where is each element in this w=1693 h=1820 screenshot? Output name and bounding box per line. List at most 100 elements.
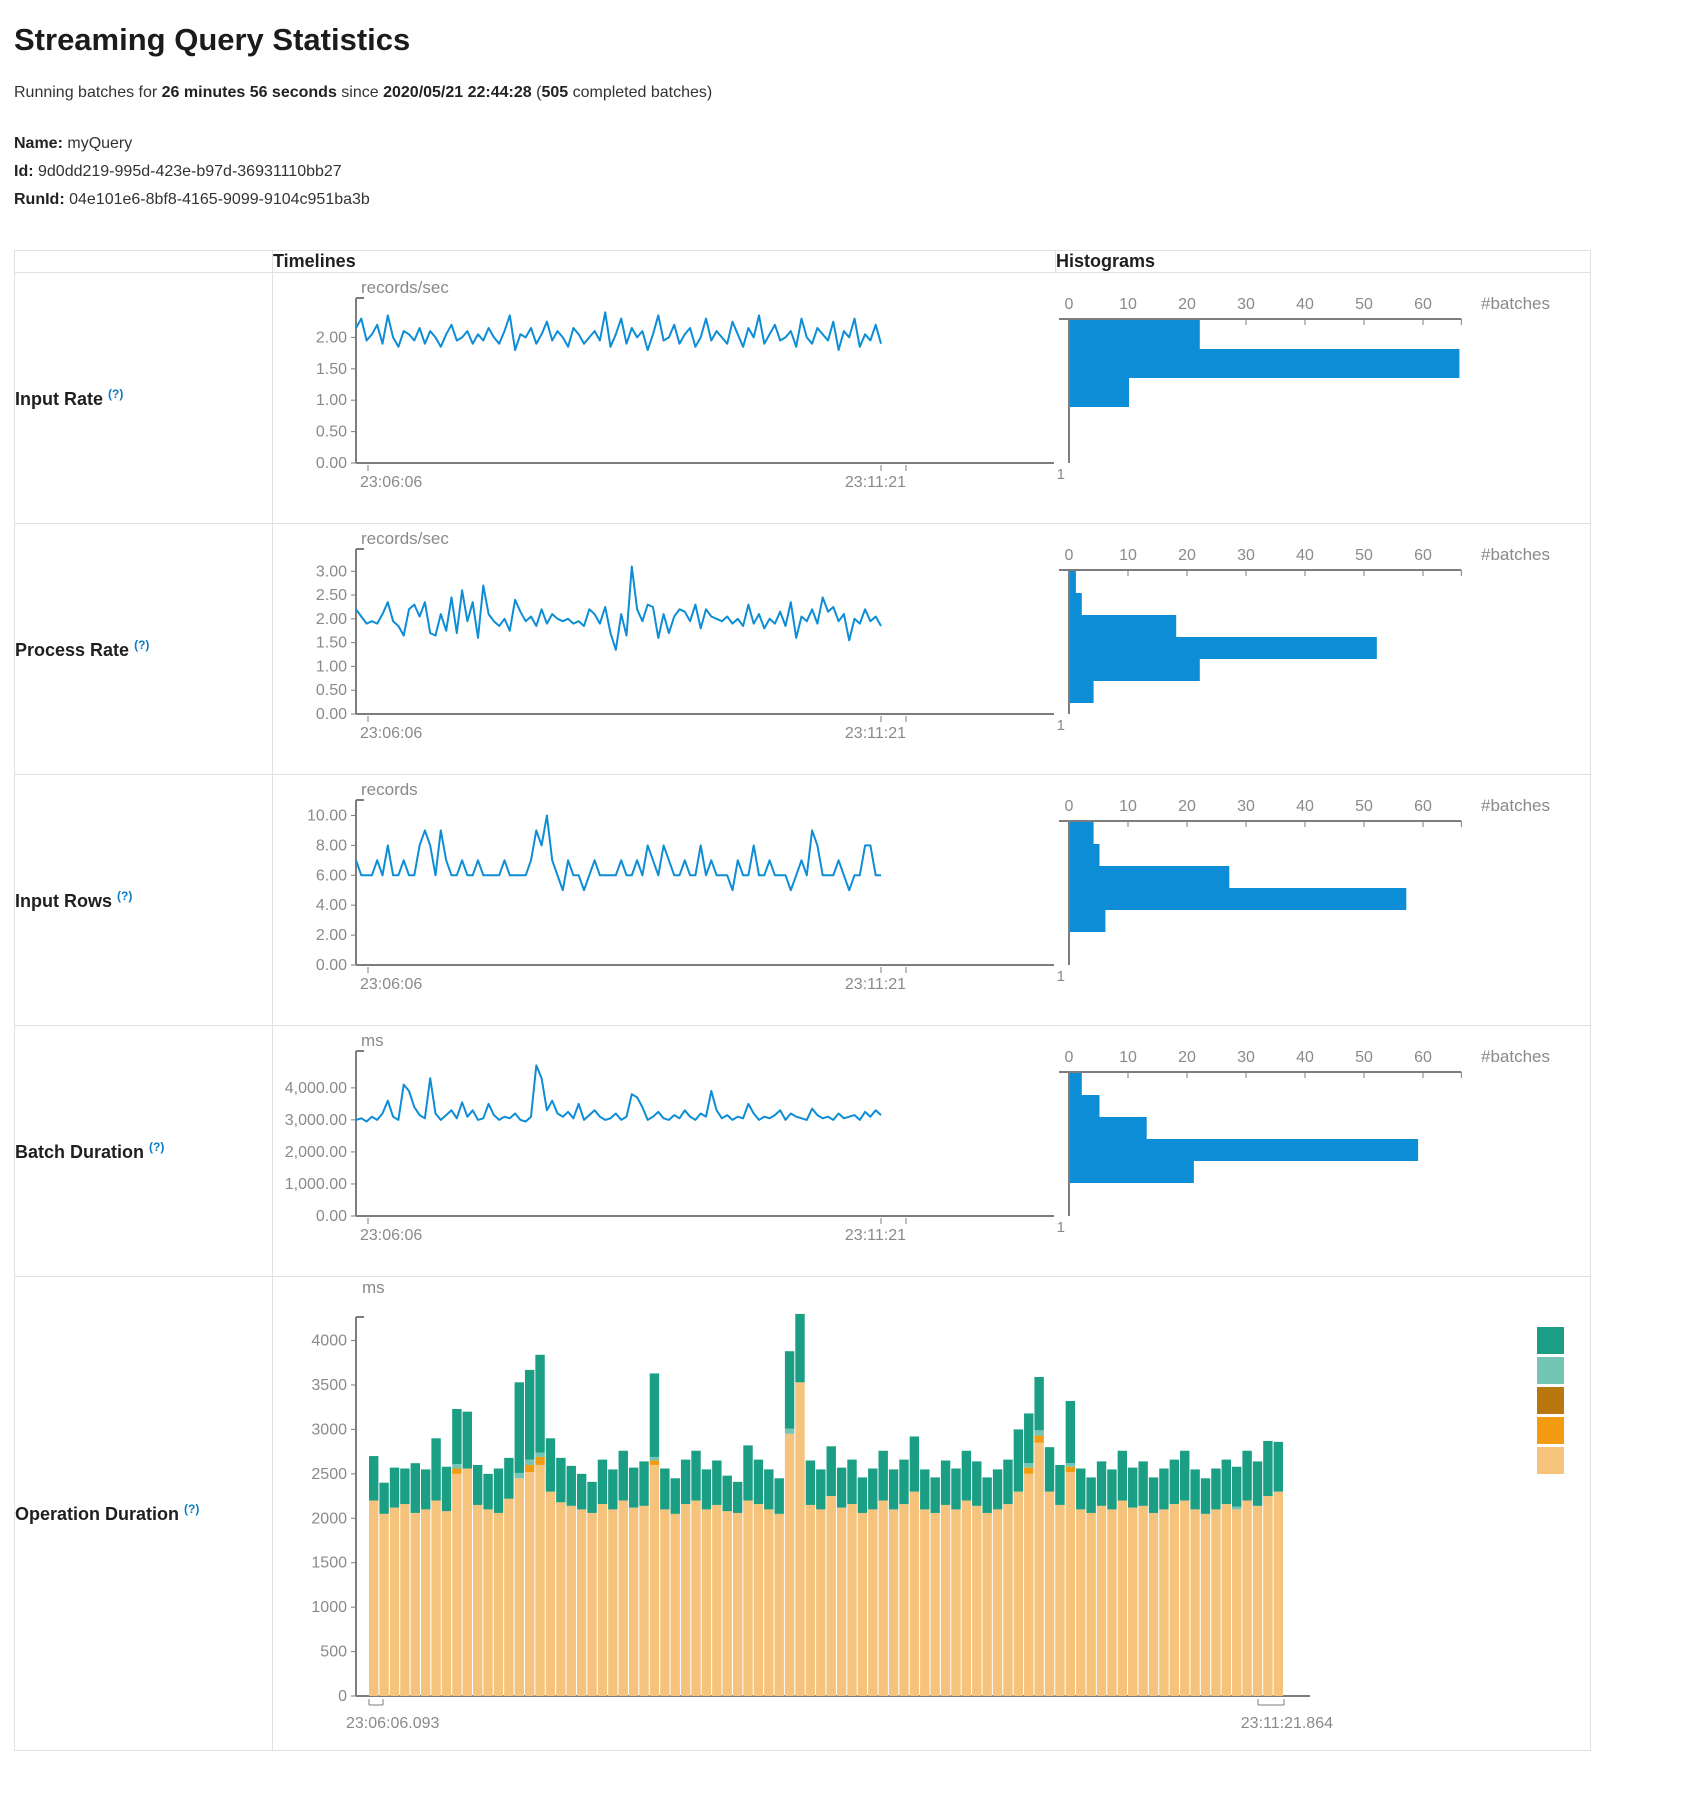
svg-text:4,000.00: 4,000.00: [285, 1080, 347, 1097]
table-row: Input Rate (?) records/sec 0.00 0.50 1.00 1.5…: [14, 272, 1591, 524]
legend-swatch: [1537, 1327, 1564, 1354]
input-rows-histogram-chart: 0 10 20 30 40 50 60 #batches 1: [1057, 796, 1550, 985]
svg-text:2,000.00: 2,000.00: [285, 1144, 347, 1161]
svg-text:60: 60: [1414, 547, 1432, 564]
svg-text:0.50: 0.50: [316, 682, 347, 699]
svg-text:2.00: 2.00: [316, 927, 347, 944]
svg-text:20: 20: [1178, 296, 1196, 313]
summary-text: since: [336, 84, 384, 101]
legend-swatch: [1537, 1417, 1564, 1444]
svg-text:10: 10: [1119, 1049, 1137, 1066]
svg-text:50: 50: [1355, 798, 1373, 815]
summary-text: completed batches): [568, 84, 713, 101]
input-rows-charts: records 0.00 2.00 4.00 6.00 8.00 10.00 23:06:06…: [272, 774, 1591, 1026]
input-rate-charts: records/sec 0.00 0.50 1.00 1.50 2.00 23:06:06 2…: [272, 272, 1591, 524]
svg-text:8.00: 8.00: [316, 837, 347, 854]
svg-text:3,000.00: 3,000.00: [285, 1112, 347, 1129]
svg-text:60: 60: [1414, 798, 1432, 815]
metric-label-text: Operation Duration: [15, 1504, 180, 1524]
timelines-column-header: Timelines: [272, 250, 1056, 273]
svg-text:records/sec: records/sec: [361, 278, 449, 297]
svg-text:23:06:06.093: 23:06:06.093: [346, 1715, 440, 1732]
svg-text:2.00: 2.00: [316, 329, 347, 346]
metric-label-text: Input Rate: [15, 388, 103, 409]
svg-text:1,000.00: 1,000.00: [285, 1176, 347, 1193]
svg-text:0: 0: [338, 1688, 347, 1705]
svg-text:records: records: [361, 780, 418, 799]
query-runid: 04e101e6-8bf8-4165-9099-9104c951ba3b: [69, 191, 370, 208]
svg-text:23:06:06: 23:06:06: [360, 725, 422, 742]
metric-label-text: Input Rows: [15, 890, 112, 911]
id-label: Id:: [14, 163, 34, 180]
help-icon[interactable]: (?): [184, 1502, 200, 1516]
svg-text:2.50: 2.50: [316, 587, 347, 604]
help-icon[interactable]: (?): [117, 888, 133, 903]
svg-text:50: 50: [1355, 547, 1373, 564]
process-rate-timeline-chart: records/sec 0.00 0.50 1.00 1.50 2.00 2.50 3.00 2…: [316, 529, 1054, 742]
svg-text:1: 1: [1057, 968, 1065, 985]
metric-label-operation-duration: Operation Duration (?): [14, 1276, 273, 1751]
svg-text:1.00: 1.00: [316, 392, 347, 409]
page: Streaming Query Statistics Running batch…: [14, 22, 1693, 1751]
svg-text:23:06:06: 23:06:06: [360, 976, 422, 993]
svg-text:6.00: 6.00: [316, 867, 347, 884]
svg-text:1.50: 1.50: [316, 635, 347, 652]
svg-text:4000: 4000: [311, 1333, 347, 1350]
start-timestamp: 2020/05/21 22:44:28: [383, 84, 532, 101]
svg-text:30: 30: [1237, 547, 1255, 564]
help-icon[interactable]: (?): [149, 1139, 165, 1154]
svg-text:23:11:21: 23:11:21: [845, 976, 906, 993]
svg-text:ms: ms: [362, 1278, 385, 1297]
svg-text:0: 0: [1065, 296, 1074, 313]
svg-text:10.00: 10.00: [307, 807, 347, 824]
histograms-column-header: Histograms: [1055, 250, 1591, 273]
svg-text:#batches: #batches: [1481, 294, 1550, 313]
svg-text:20: 20: [1178, 547, 1196, 564]
table-row: Process Rate (?) records/sec 0.00 0.50 1.00 1…: [14, 523, 1591, 775]
metric-column-header: [14, 250, 273, 273]
svg-text:1000: 1000: [311, 1599, 347, 1616]
summary-text: Running batches for: [14, 84, 162, 101]
svg-text:0.50: 0.50: [316, 424, 347, 441]
svg-text:2000: 2000: [311, 1510, 347, 1527]
runid-label: RunId:: [14, 191, 65, 208]
metric-label-text: Batch Duration: [15, 1141, 145, 1162]
query-id: 9d0dd219-995d-423e-b97d-36931110bb27: [38, 163, 342, 180]
operation-duration-legend: [1537, 1327, 1564, 1474]
svg-text:0.00: 0.00: [316, 957, 347, 974]
name-label: Name:: [14, 135, 63, 152]
svg-text:23:11:21: 23:11:21: [845, 725, 906, 742]
query-name: myQuery: [67, 135, 133, 152]
input-rate-timeline-chart: records/sec 0.00 0.50 1.00 1.50 2.00 23:06:06 2…: [316, 278, 1054, 491]
svg-text:10: 10: [1119, 798, 1137, 815]
batch-duration-timeline-chart: ms 0.00 1,000.00 2,000.00 3,000.00 4,000.00 23…: [285, 1031, 1054, 1244]
running-summary: Running batches for 26 minutes 56 second…: [14, 84, 1693, 102]
svg-text:0.00: 0.00: [316, 455, 347, 472]
svg-text:23:11:21.864: 23:11:21.864: [1241, 1715, 1333, 1732]
svg-text:20: 20: [1178, 1049, 1196, 1066]
svg-text:23:06:06: 23:06:06: [360, 474, 422, 491]
table-row: Input Rows (?) records 0.00 2.00 4.00 6.00 8.0…: [14, 774, 1591, 1026]
svg-text:#batches: #batches: [1481, 796, 1550, 815]
svg-text:60: 60: [1414, 1049, 1432, 1066]
svg-text:3000: 3000: [311, 1421, 347, 1438]
help-icon[interactable]: (?): [134, 637, 150, 652]
svg-text:23:11:21: 23:11:21: [845, 474, 906, 491]
operation-duration-stacked-chart: ms 0 500 1000 1500 2000 2500 3000 3500 4000 23:06:…: [311, 1278, 1333, 1732]
svg-text:0: 0: [1065, 798, 1074, 815]
svg-text:3.00: 3.00: [316, 563, 347, 580]
summary-text: (: [531, 84, 542, 101]
query-meta: Name: myQuery Id: 9d0dd219-995d-423e-b97…: [14, 130, 1693, 214]
table-header-row: Timelines Histograms: [14, 250, 1591, 273]
help-icon[interactable]: (?): [108, 386, 124, 401]
batch-duration-charts: ms 0.00 1,000.00 2,000.00 3,000.00 4,000.00 23…: [272, 1025, 1591, 1277]
svg-text:30: 30: [1237, 1049, 1255, 1066]
metric-label-input-rate: Input Rate (?): [14, 272, 273, 524]
svg-text:2.00: 2.00: [316, 611, 347, 628]
svg-text:1: 1: [1057, 1219, 1065, 1236]
svg-text:3500: 3500: [311, 1377, 347, 1394]
running-duration: 26 minutes 56 seconds: [161, 84, 337, 101]
svg-text:20: 20: [1178, 798, 1196, 815]
svg-text:0.00: 0.00: [316, 1208, 347, 1225]
completed-batches-count: 505: [541, 84, 569, 101]
